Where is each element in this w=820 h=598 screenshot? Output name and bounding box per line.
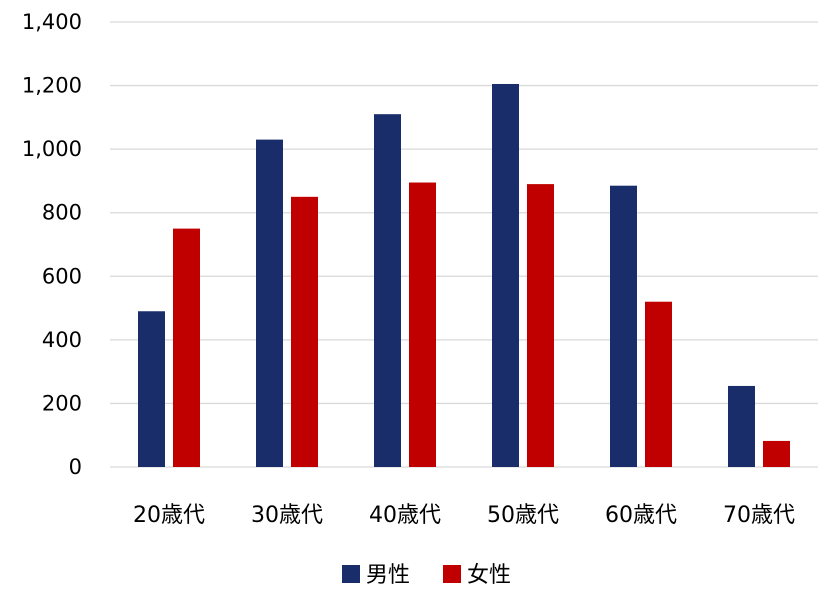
y-tick-label: 1,400 [22, 10, 82, 34]
bars [138, 83, 790, 468]
legend-label: 男性 [366, 563, 410, 588]
y-tick-label: 1,000 [22, 137, 82, 161]
bar-male [138, 311, 165, 467]
x-category-label: 70歳代 [723, 503, 795, 528]
bar-female [527, 184, 554, 467]
x-category-label: 40歳代 [369, 503, 441, 528]
bar-male [492, 83, 519, 467]
bar-female [173, 228, 200, 467]
gridlines [110, 21, 818, 468]
y-tick-label: 600 [42, 264, 82, 288]
y-tick-label: 400 [42, 328, 82, 352]
y-tick-label: 800 [42, 201, 82, 225]
legend-swatch [443, 565, 461, 583]
x-category-label: 60歳代 [605, 503, 677, 528]
y-tick-label: 0 [69, 455, 82, 479]
bar-female [763, 440, 790, 467]
x-category-label: 30歳代 [251, 503, 323, 528]
bar-male [374, 114, 401, 467]
bar-male [256, 139, 283, 467]
legend-swatch [342, 565, 360, 583]
bar-male [610, 185, 637, 468]
legend-label: 女性 [467, 563, 511, 588]
x-category-label: 50歳代 [487, 503, 559, 528]
bar-female [409, 182, 436, 467]
y-axis-ticks: 0 200 400 600 800 1,000 1,200 1,400 [22, 10, 82, 479]
bar-female [645, 301, 672, 467]
y-tick-label: 200 [42, 391, 82, 415]
bar-male [728, 385, 755, 467]
y-tick-label: 1,200 [22, 74, 82, 98]
x-axis-categories: 20歳代 30歳代 40歳代 50歳代 60歳代 70歳代 [133, 503, 795, 528]
legend: 男性 女性 [342, 563, 511, 588]
bar-female [291, 196, 318, 468]
x-category-label: 20歳代 [133, 503, 205, 528]
